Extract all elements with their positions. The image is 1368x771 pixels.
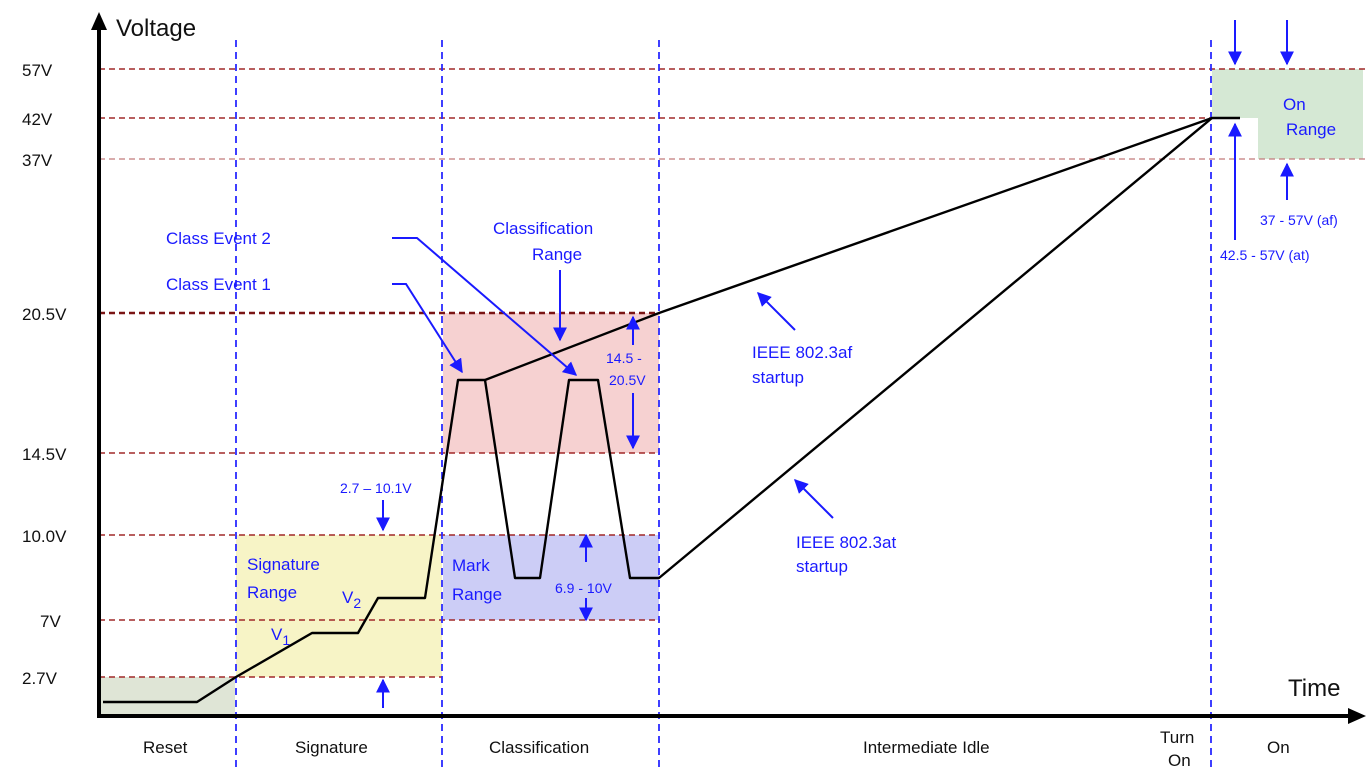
phase-label-signature: Signature	[295, 738, 368, 757]
mark-range-text: 6.9 - 10V	[555, 580, 612, 596]
y-tick-20-5v: 20.5V	[22, 305, 67, 324]
mark-range-region	[443, 535, 659, 620]
x-axis-title: Time	[1288, 675, 1340, 702]
on-range-region-upper	[1212, 69, 1363, 118]
y-axis-title: Voltage	[116, 15, 196, 42]
y-tick-2-7v: 2.7V	[22, 669, 58, 688]
phase-label-turn-on-line1: Turn	[1160, 728, 1194, 747]
phase-label-reset: Reset	[143, 738, 188, 757]
af-startup-label-line1: IEEE 802.3af	[752, 343, 852, 362]
on-range-label-line2: Range	[1286, 120, 1336, 139]
y-tick-37v: 37V	[22, 151, 53, 170]
class-event-1-label: Class Event 1	[166, 275, 271, 294]
classification-range-label-line2: Range	[532, 245, 582, 264]
class-event-2-arrow	[392, 237, 578, 376]
signature-range-text: 2.7 – 10.1V	[340, 480, 412, 496]
y-tick-7v: 7V	[40, 612, 61, 631]
x-axis-arrowhead	[1348, 708, 1366, 724]
at-startup-arrow	[794, 479, 834, 519]
phase-label-turn-on-line2: On	[1168, 751, 1191, 770]
signature-range-label-line2: Range	[247, 583, 297, 602]
at-startup-label-line1: IEEE 802.3at	[796, 533, 896, 552]
phase-label-idle: Intermediate Idle	[863, 738, 990, 757]
classification-range-region	[443, 313, 659, 453]
y-tick-42v: 42V	[22, 110, 53, 129]
on-range-af-text: 37 - 57V (af)	[1260, 212, 1338, 228]
class-range-text-line1: 14.5 -	[606, 350, 642, 366]
on-range-label-line1: On	[1283, 95, 1306, 114]
y-axis-arrowhead	[91, 12, 107, 30]
af-startup-label-line2: startup	[752, 368, 804, 387]
reset-region	[99, 677, 235, 715]
voltage-trace-af-startup	[484, 116, 1213, 382]
class-range-text-line2: 20.5V	[609, 372, 646, 388]
class-event-1-arrow	[392, 283, 463, 374]
classification-range-label-line1: Classification	[493, 219, 593, 238]
mark-range-label-line2: Range	[452, 585, 502, 604]
af-startup-arrow	[757, 292, 796, 331]
y-tick-10v: 10.0V	[22, 527, 67, 546]
at-startup-label-line2: startup	[796, 557, 848, 576]
y-tick-14-5v: 14.5V	[22, 445, 67, 464]
phase-label-on: On	[1267, 738, 1290, 757]
on-range-region-lower	[1258, 118, 1363, 159]
mark-range-label-line1: Mark	[452, 556, 490, 575]
v2-label: V2	[342, 588, 361, 611]
signature-range-label-line1: Signature	[247, 555, 320, 574]
on-range-at-text: 42.5 - 57V (at)	[1220, 247, 1310, 263]
y-tick-57v: 57V	[22, 61, 53, 80]
phase-label-classification: Classification	[489, 738, 589, 757]
v1-label: V1	[271, 625, 290, 648]
signature-range-region	[236, 535, 442, 677]
class-event-2-label: Class Event 2	[166, 229, 271, 248]
